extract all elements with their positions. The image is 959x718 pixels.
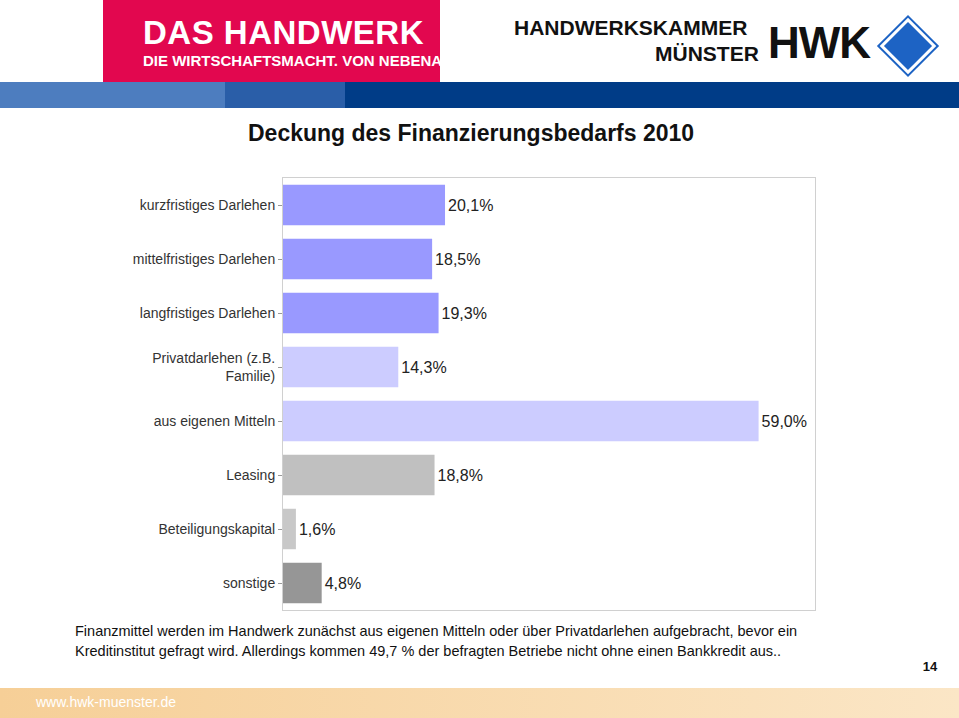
html-text:DIE WIRTSCHAFTSMACHT. VON NEBE: DIE WIRTSCHAFTSMACHT. VON NEBENAN. xyxy=(143,52,458,69)
svg-text:4,8%: 4,8% xyxy=(325,575,361,592)
html-text:www.hwk-muenster.de: www.hwk-muenster.de xyxy=(36,694,177,710)
html-text:HWK: HWK xyxy=(768,18,871,67)
svg-text:Deckung des Finanzierungsbedar: Deckung des Finanzierungsbedarfs 2010 xyxy=(248,120,694,146)
svg-text:Leasing: Leasing xyxy=(226,467,275,483)
svg-text:20,1%: 20,1% xyxy=(448,197,493,214)
html-text:14: 14 xyxy=(922,659,938,674)
html-text:Finanzmittel werden im Handwer: Finanzmittel werden im Handwerk zunächst… xyxy=(75,623,798,639)
svg-text:sonstige: sonstige xyxy=(223,575,275,591)
svg-text:Beteiligungskapital: Beteiligungskapital xyxy=(158,521,275,537)
svg-text:18,5%: 18,5% xyxy=(435,251,480,268)
svg-text:14,3%: 14,3% xyxy=(401,359,446,376)
html-text:MÜNSTER: MÜNSTER xyxy=(655,42,759,65)
svg-text:Privatdarlehen (z.B.Familie): Privatdarlehen (z.B.Familie) xyxy=(152,350,275,384)
svg-text:aus eigenen Mitteln: aus eigenen Mitteln xyxy=(154,413,275,429)
html-text:HANDWERKSKAMMER: HANDWERKSKAMMER xyxy=(514,16,748,39)
svg-text:langfristiges Darlehen: langfristiges Darlehen xyxy=(140,305,275,321)
svg-text:59,0%: 59,0% xyxy=(762,413,807,430)
html-text:Kreditinstitut gefragt wird. A: Kreditinstitut gefragt wird. Allerdings … xyxy=(75,643,782,659)
svg-text:18,8%: 18,8% xyxy=(438,467,483,484)
html-text:DAS HANDWERK: DAS HANDWERK xyxy=(143,14,424,51)
svg-text:mittelfristiges Darlehen: mittelfristiges Darlehen xyxy=(133,251,275,267)
svg-text:1,6%: 1,6% xyxy=(299,521,335,538)
svg-text:19,3%: 19,3% xyxy=(442,305,487,322)
svg-text:kurzfristiges Darlehen: kurzfristiges Darlehen xyxy=(140,197,275,213)
